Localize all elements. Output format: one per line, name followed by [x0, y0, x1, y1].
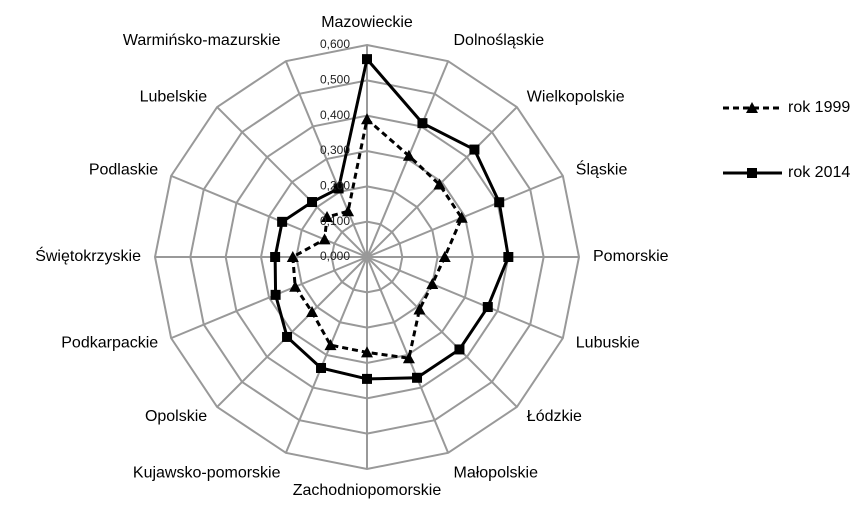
marker [270, 252, 281, 262]
category-label: Dolnośląskie [453, 32, 544, 49]
y-tick-label: 0,600 [320, 37, 350, 51]
marker [277, 216, 288, 227]
marker [433, 178, 446, 190]
legend-label: rok 1999 [788, 99, 850, 116]
marker [482, 302, 493, 313]
category-label: Podlaskie [89, 162, 158, 179]
marker [746, 102, 758, 113]
spoke [366, 106, 518, 258]
category-label: Zachodniopomorskie [293, 482, 442, 499]
marker [333, 183, 344, 194]
category-label: Świętokrzyskie [35, 246, 141, 265]
marker [417, 118, 428, 129]
category-label: Mazowieckie [321, 14, 413, 31]
y-tick-label: 0,200 [320, 179, 350, 193]
spoke [216, 106, 368, 258]
marker [438, 251, 451, 262]
marker [455, 211, 468, 223]
spoke [366, 174, 564, 258]
category-label: Wielkopolskie [527, 88, 625, 105]
marker [316, 362, 327, 373]
marker [402, 352, 415, 364]
category-label: Lubuskie [576, 335, 640, 352]
marker [270, 289, 281, 300]
marker [413, 303, 426, 315]
marker [324, 339, 337, 351]
marker [469, 144, 480, 155]
y-tick-label: 0,400 [320, 108, 350, 122]
category-label: Kujawsko-pomorskie [133, 464, 281, 481]
spoke [170, 256, 368, 340]
marker [318, 233, 331, 245]
marker [321, 211, 334, 223]
legend-label: rok 2014 [788, 164, 850, 181]
category-label: Warmińsko-mazurskie [123, 32, 281, 49]
y-tick-label: 0,000 [320, 249, 350, 263]
marker [289, 280, 302, 292]
marker [361, 113, 373, 125]
marker [362, 373, 372, 384]
category-label: Śląskie [576, 160, 628, 179]
marker [454, 344, 465, 355]
category-label: Łódzkie [527, 408, 582, 425]
spoke [170, 174, 368, 258]
marker [361, 346, 373, 358]
marker [282, 331, 293, 342]
y-tick-label: 0,100 [320, 214, 350, 228]
category-label: Pomorskie [593, 248, 669, 265]
marker [286, 251, 299, 262]
marker [503, 252, 514, 262]
marker [306, 305, 319, 317]
marker [362, 54, 372, 65]
spoke [284, 256, 368, 454]
spoke [366, 256, 564, 340]
y-tick-label: 0,500 [320, 73, 350, 87]
marker [307, 197, 318, 208]
marker [342, 205, 355, 217]
category-label: Opolskie [145, 408, 207, 425]
category-label: Podkarpackie [61, 335, 158, 352]
marker [494, 197, 505, 208]
category-label: Małopolskie [453, 464, 538, 481]
category-label: Lubelskie [140, 88, 208, 105]
marker [412, 372, 423, 383]
spoke [284, 60, 368, 258]
y-tick-label: 0,300 [320, 143, 350, 157]
marker [402, 149, 415, 161]
spoke [366, 256, 518, 408]
series-line [291, 116, 464, 360]
marker [747, 168, 757, 178]
marker [426, 278, 439, 290]
